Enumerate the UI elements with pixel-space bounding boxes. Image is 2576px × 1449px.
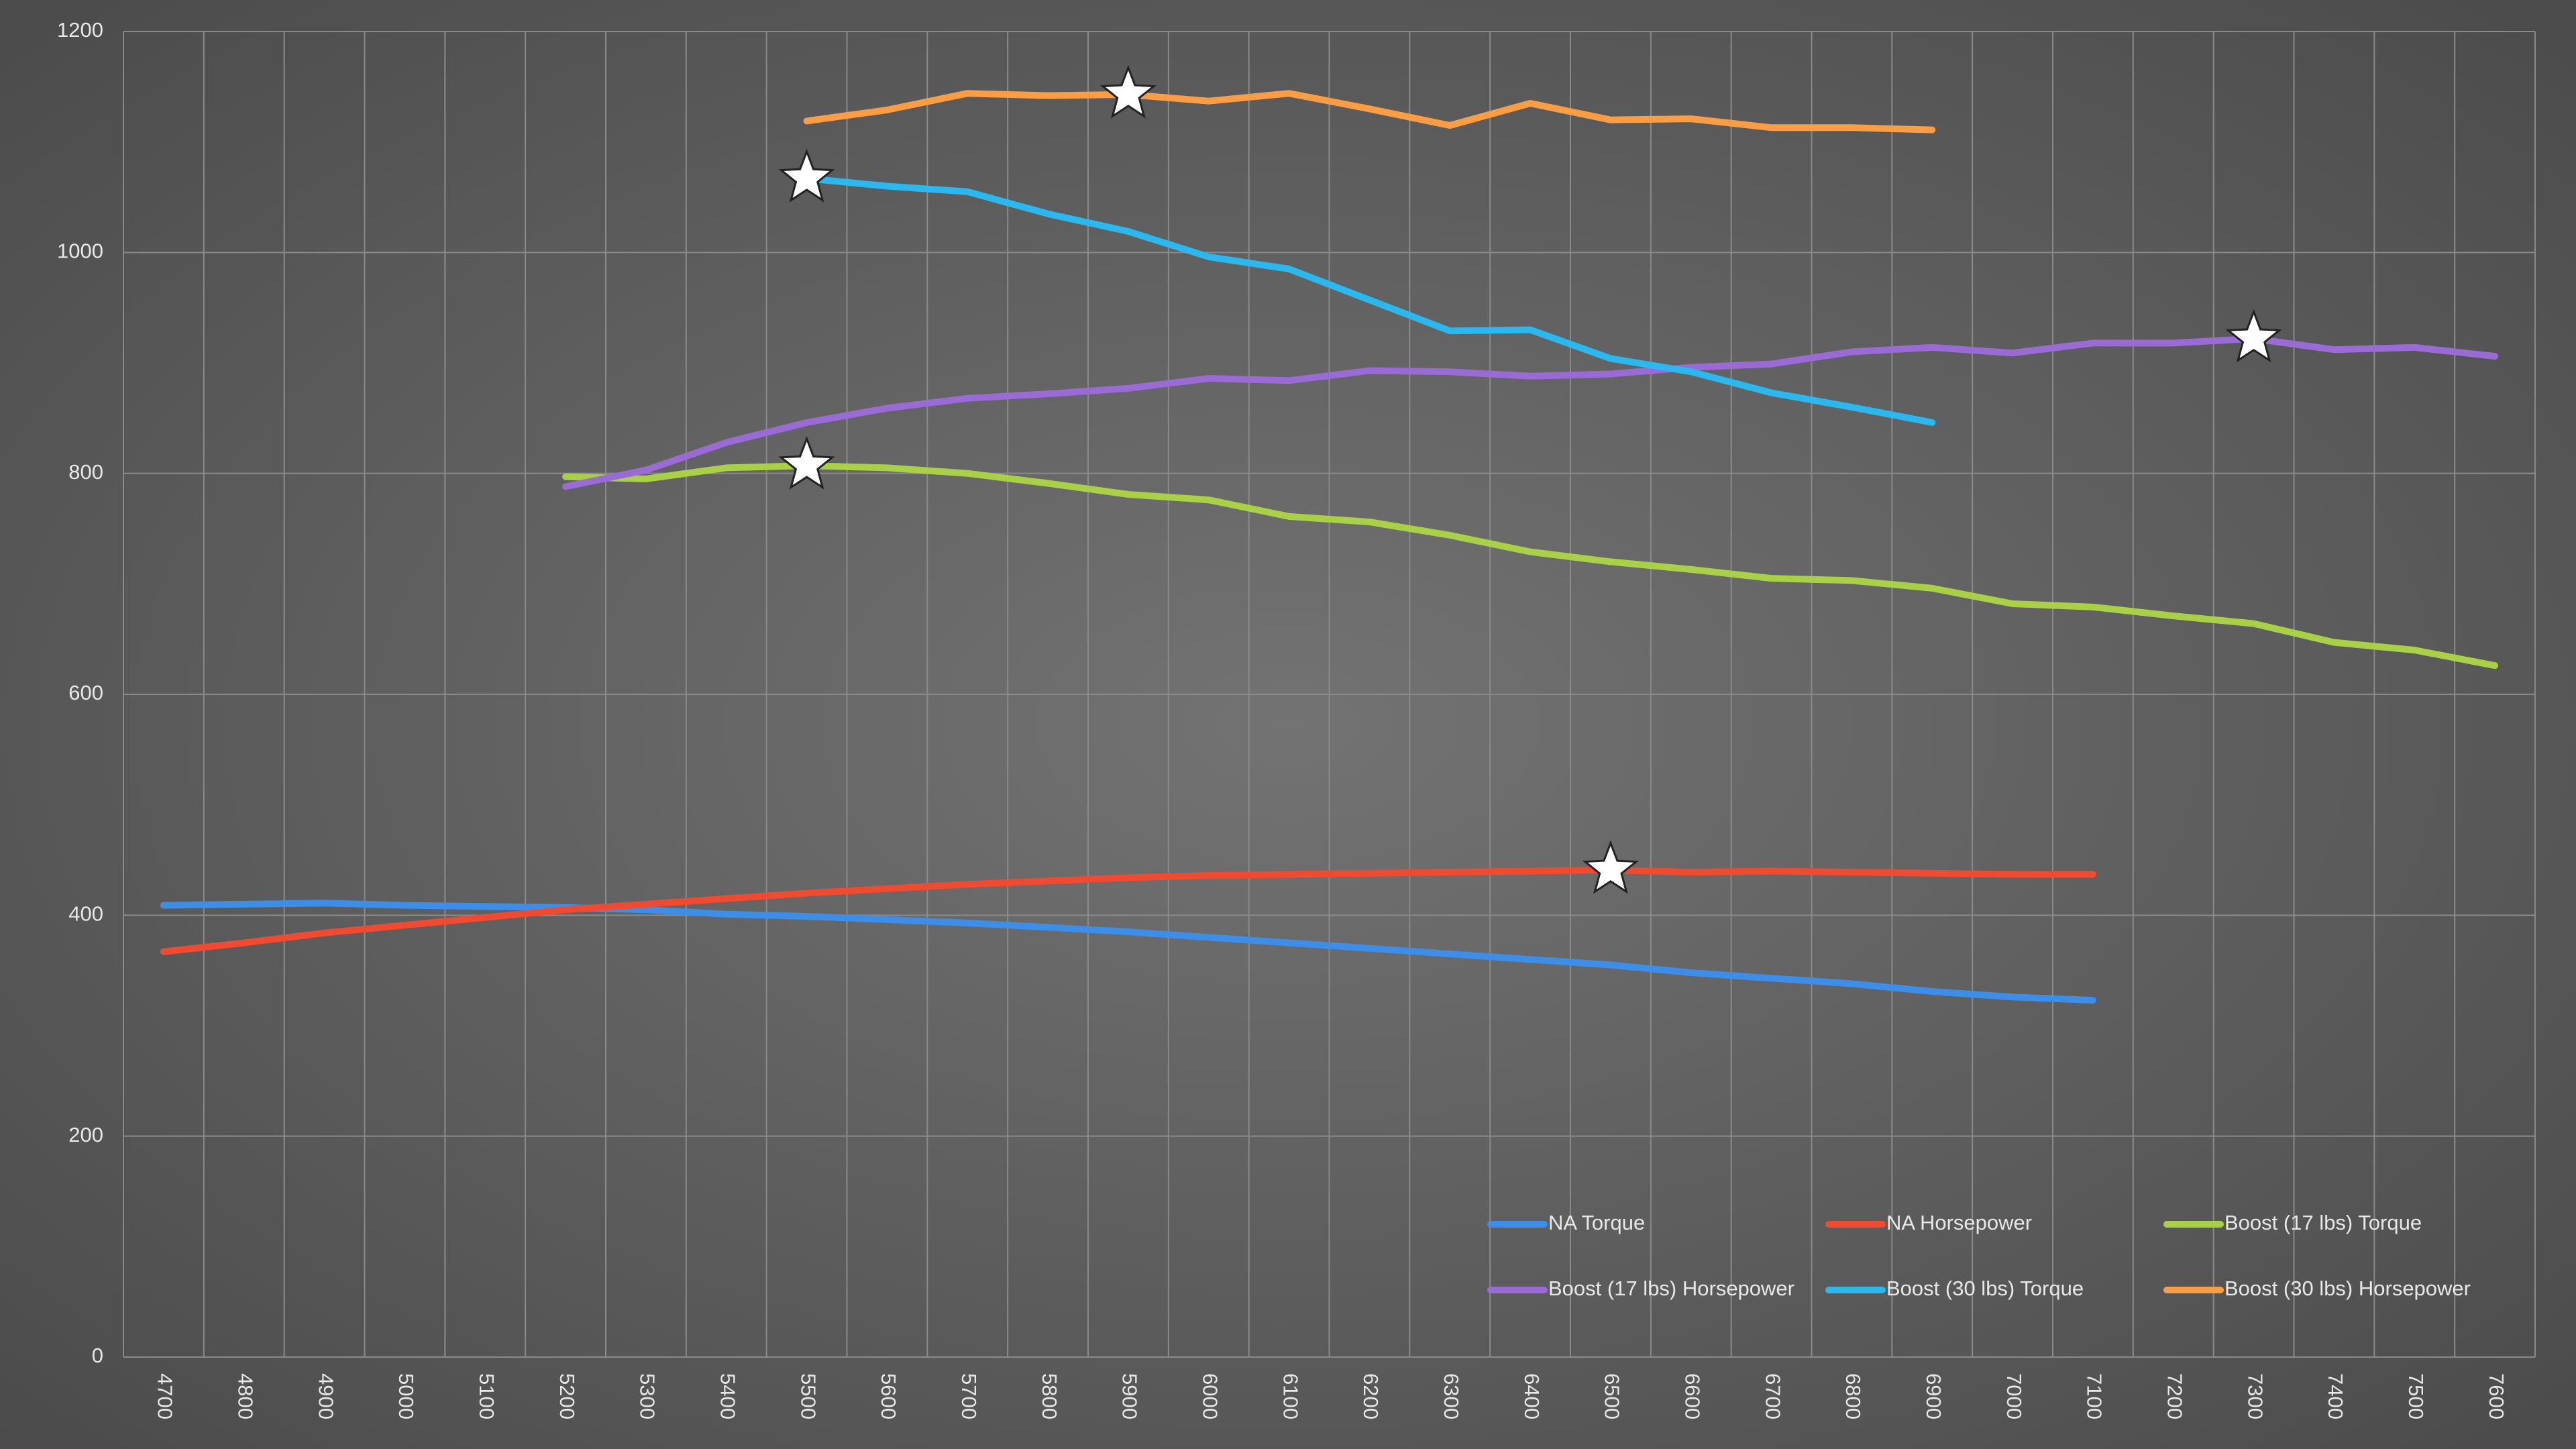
x-tick-label: 5400	[716, 1373, 740, 1419]
x-tick-label: 6600	[1681, 1373, 1705, 1419]
x-tick-label: 6300	[1440, 1373, 1463, 1419]
peak-star	[1099, 64, 1157, 119]
y-tick-label: 600	[68, 681, 103, 704]
x-tick-label: 7000	[2002, 1373, 2026, 1419]
x-tick-label: 5000	[394, 1373, 418, 1419]
x-tick-label: 4900	[314, 1373, 337, 1419]
x-tick-label: 7500	[2404, 1373, 2428, 1419]
x-tick-label: 5700	[957, 1373, 981, 1419]
y-tick-label: 800	[68, 460, 103, 484]
x-tick-label: 6400	[1520, 1373, 1544, 1419]
peak-star	[778, 148, 835, 203]
x-tick-label: 5800	[1038, 1373, 1061, 1419]
x-tick-label: 4700	[154, 1373, 177, 1419]
x-tick-label: 7400	[2324, 1373, 2347, 1419]
x-tick-label: 5200	[555, 1373, 579, 1419]
series-line	[803, 90, 1936, 133]
series-line	[562, 335, 2499, 490]
y-tick-label: 0	[92, 1344, 103, 1367]
y-tick-label: 400	[68, 902, 103, 926]
x-tick-label: 7200	[2163, 1373, 2187, 1419]
y-tick-label: 1200	[57, 18, 103, 42]
x-tick-label: 7100	[2083, 1373, 2106, 1419]
x-tick-label: 7600	[2485, 1373, 2508, 1419]
series-line	[160, 866, 2096, 955]
legend-label: NA Horsepower	[1886, 1211, 2032, 1234]
legend-label: Boost (17 lbs) Torque	[2224, 1211, 2422, 1234]
peak-star	[1582, 840, 1640, 894]
x-tick-label: 6100	[1279, 1373, 1302, 1419]
legend-label: Boost (30 lbs) Horsepower	[2224, 1277, 2471, 1300]
x-tick-label: 6800	[1841, 1373, 1865, 1419]
legend-label: NA Torque	[1548, 1211, 1645, 1234]
y-tick-label: 200	[68, 1123, 103, 1146]
x-tick-label: 6700	[1761, 1373, 1784, 1419]
peak-star	[778, 435, 835, 490]
legend-label: Boost (17 lbs) Horsepower	[1548, 1277, 1794, 1300]
x-tick-label: 5500	[796, 1373, 820, 1419]
x-tick-label: 5900	[1118, 1373, 1142, 1419]
x-tick-label: 7300	[2243, 1373, 2267, 1419]
legend-label: Boost (30 lbs) Torque	[1886, 1277, 2084, 1300]
series-line	[562, 462, 2499, 669]
x-tick-label: 4800	[234, 1373, 258, 1419]
x-tick-label: 6900	[1922, 1373, 1945, 1419]
peak-star	[2225, 309, 2282, 363]
series-line	[160, 900, 2096, 1004]
x-tick-label: 5300	[636, 1373, 659, 1419]
x-tick-label: 6000	[1199, 1373, 1222, 1419]
x-tick-label: 5600	[877, 1373, 900, 1419]
series-line	[803, 175, 1936, 426]
x-tick-label: 6200	[1359, 1373, 1383, 1419]
y-tick-label: 1000	[57, 239, 103, 263]
x-tick-label: 5100	[475, 1373, 498, 1419]
x-tick-label: 6500	[1601, 1373, 1624, 1419]
